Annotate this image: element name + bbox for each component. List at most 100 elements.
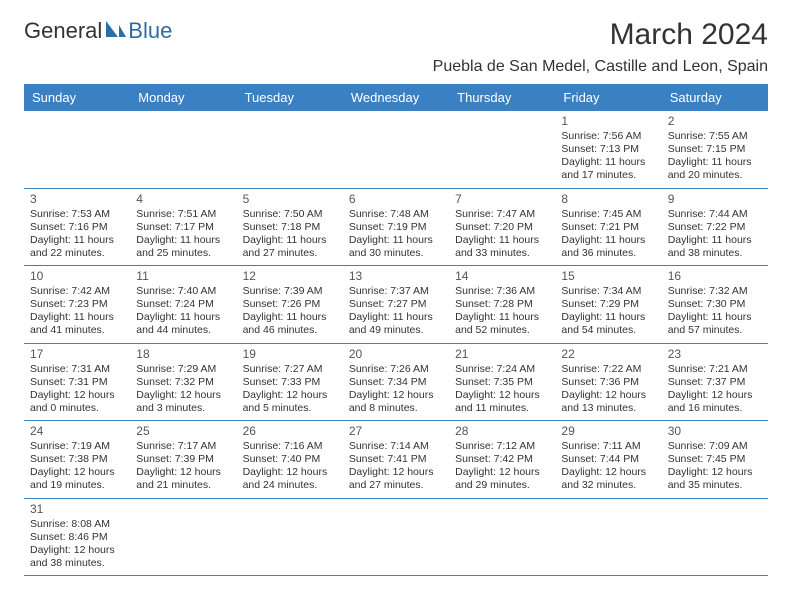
daylight-text: Daylight: 12 hours and 0 minutes. xyxy=(30,389,124,415)
daylight-text: Daylight: 12 hours and 19 minutes. xyxy=(30,466,124,492)
sunset-text: Sunset: 7:20 PM xyxy=(455,221,549,234)
calendar-cell: 9Sunrise: 7:44 AMSunset: 7:22 PMDaylight… xyxy=(662,188,768,266)
daylight-text: Daylight: 12 hours and 29 minutes. xyxy=(455,466,549,492)
sunrise-text: Sunrise: 7:39 AM xyxy=(243,285,337,298)
day-number: 15 xyxy=(561,269,655,284)
calendar-cell: 7Sunrise: 7:47 AMSunset: 7:20 PMDaylight… xyxy=(449,188,555,266)
day-number: 29 xyxy=(561,424,655,439)
calendar-cell: 2Sunrise: 7:55 AMSunset: 7:15 PMDaylight… xyxy=(662,111,768,188)
calendar-cell: 17Sunrise: 7:31 AMSunset: 7:31 PMDayligh… xyxy=(24,343,130,421)
logo-text-general: General xyxy=(24,18,102,44)
daylight-text: Daylight: 12 hours and 38 minutes. xyxy=(30,544,124,570)
sunset-text: Sunset: 7:16 PM xyxy=(30,221,124,234)
day-number: 3 xyxy=(30,192,124,207)
location: Puebla de San Medel, Castille and Leon, … xyxy=(433,58,768,76)
calendar-cell: 24Sunrise: 7:19 AMSunset: 7:38 PMDayligh… xyxy=(24,421,130,499)
sunset-text: Sunset: 7:32 PM xyxy=(136,376,230,389)
weekday-header: Saturday xyxy=(662,84,768,111)
sunrise-text: Sunrise: 7:48 AM xyxy=(349,208,443,221)
sunset-text: Sunset: 7:29 PM xyxy=(561,298,655,311)
calendar-cell xyxy=(555,498,661,576)
calendar-cell: 6Sunrise: 7:48 AMSunset: 7:19 PMDaylight… xyxy=(343,188,449,266)
calendar-cell xyxy=(343,111,449,188)
day-number: 28 xyxy=(455,424,549,439)
sunrise-text: Sunrise: 7:14 AM xyxy=(349,440,443,453)
sunset-text: Sunset: 7:34 PM xyxy=(349,376,443,389)
calendar-cell: 3Sunrise: 7:53 AMSunset: 7:16 PMDaylight… xyxy=(24,188,130,266)
sunrise-text: Sunrise: 7:56 AM xyxy=(561,130,655,143)
calendar-cell xyxy=(449,111,555,188)
daylight-text: Daylight: 12 hours and 3 minutes. xyxy=(136,389,230,415)
calendar-cell xyxy=(449,498,555,576)
calendar-row: 31Sunrise: 8:08 AMSunset: 8:46 PMDayligh… xyxy=(24,498,768,576)
calendar-row: 17Sunrise: 7:31 AMSunset: 7:31 PMDayligh… xyxy=(24,343,768,421)
calendar-cell: 31Sunrise: 8:08 AMSunset: 8:46 PMDayligh… xyxy=(24,498,130,576)
sunrise-text: Sunrise: 7:50 AM xyxy=(243,208,337,221)
daylight-text: Daylight: 11 hours and 22 minutes. xyxy=(30,234,124,260)
sunset-text: Sunset: 7:38 PM xyxy=(30,453,124,466)
calendar-cell: 10Sunrise: 7:42 AMSunset: 7:23 PMDayligh… xyxy=(24,266,130,344)
day-number: 13 xyxy=(349,269,443,284)
sunset-text: Sunset: 8:46 PM xyxy=(30,531,124,544)
sunset-text: Sunset: 7:40 PM xyxy=(243,453,337,466)
calendar-cell xyxy=(130,111,236,188)
daylight-text: Daylight: 11 hours and 33 minutes. xyxy=(455,234,549,260)
sunset-text: Sunset: 7:26 PM xyxy=(243,298,337,311)
weekday-header: Sunday xyxy=(24,84,130,111)
calendar-cell: 16Sunrise: 7:32 AMSunset: 7:30 PMDayligh… xyxy=(662,266,768,344)
sunrise-text: Sunrise: 7:09 AM xyxy=(668,440,762,453)
header: General Blue March 2024 Puebla de San Me… xyxy=(24,18,768,76)
day-number: 4 xyxy=(136,192,230,207)
calendar-row: 3Sunrise: 7:53 AMSunset: 7:16 PMDaylight… xyxy=(24,188,768,266)
weekday-header: Friday xyxy=(555,84,661,111)
calendar-cell: 22Sunrise: 7:22 AMSunset: 7:36 PMDayligh… xyxy=(555,343,661,421)
sunset-text: Sunset: 7:44 PM xyxy=(561,453,655,466)
sunrise-text: Sunrise: 8:08 AM xyxy=(30,518,124,531)
daylight-text: Daylight: 12 hours and 8 minutes. xyxy=(349,389,443,415)
daylight-text: Daylight: 11 hours and 20 minutes. xyxy=(668,156,762,182)
calendar-cell: 28Sunrise: 7:12 AMSunset: 7:42 PMDayligh… xyxy=(449,421,555,499)
day-number: 27 xyxy=(349,424,443,439)
calendar-cell xyxy=(237,111,343,188)
sunset-text: Sunset: 7:19 PM xyxy=(349,221,443,234)
daylight-text: Daylight: 12 hours and 35 minutes. xyxy=(668,466,762,492)
calendar-row: 24Sunrise: 7:19 AMSunset: 7:38 PMDayligh… xyxy=(24,421,768,499)
logo-text-blue: Blue xyxy=(128,18,172,44)
calendar-cell: 21Sunrise: 7:24 AMSunset: 7:35 PMDayligh… xyxy=(449,343,555,421)
day-number: 12 xyxy=(243,269,337,284)
sunrise-text: Sunrise: 7:12 AM xyxy=(455,440,549,453)
sunset-text: Sunset: 7:37 PM xyxy=(668,376,762,389)
sunset-text: Sunset: 7:41 PM xyxy=(349,453,443,466)
daylight-text: Daylight: 11 hours and 41 minutes. xyxy=(30,311,124,337)
calendar-cell: 19Sunrise: 7:27 AMSunset: 7:33 PMDayligh… xyxy=(237,343,343,421)
day-number: 30 xyxy=(668,424,762,439)
daylight-text: Daylight: 11 hours and 25 minutes. xyxy=(136,234,230,260)
day-number: 22 xyxy=(561,347,655,362)
calendar-cell: 4Sunrise: 7:51 AMSunset: 7:17 PMDaylight… xyxy=(130,188,236,266)
sunset-text: Sunset: 7:33 PM xyxy=(243,376,337,389)
month-title: March 2024 xyxy=(433,18,768,52)
daylight-text: Daylight: 12 hours and 11 minutes. xyxy=(455,389,549,415)
calendar-cell: 14Sunrise: 7:36 AMSunset: 7:28 PMDayligh… xyxy=(449,266,555,344)
sunrise-text: Sunrise: 7:53 AM xyxy=(30,208,124,221)
calendar-body: 1Sunrise: 7:56 AMSunset: 7:13 PMDaylight… xyxy=(24,111,768,576)
daylight-text: Daylight: 12 hours and 32 minutes. xyxy=(561,466,655,492)
sunrise-text: Sunrise: 7:11 AM xyxy=(561,440,655,453)
sunset-text: Sunset: 7:39 PM xyxy=(136,453,230,466)
sunrise-text: Sunrise: 7:26 AM xyxy=(349,363,443,376)
calendar-cell: 20Sunrise: 7:26 AMSunset: 7:34 PMDayligh… xyxy=(343,343,449,421)
sunrise-text: Sunrise: 7:27 AM xyxy=(243,363,337,376)
calendar-row: 1Sunrise: 7:56 AMSunset: 7:13 PMDaylight… xyxy=(24,111,768,188)
day-number: 31 xyxy=(30,502,124,517)
day-number: 20 xyxy=(349,347,443,362)
day-number: 9 xyxy=(668,192,762,207)
sunset-text: Sunset: 7:36 PM xyxy=(561,376,655,389)
calendar-cell xyxy=(343,498,449,576)
sunset-text: Sunset: 7:28 PM xyxy=(455,298,549,311)
sunrise-text: Sunrise: 7:21 AM xyxy=(668,363,762,376)
sunrise-text: Sunrise: 7:51 AM xyxy=(136,208,230,221)
daylight-text: Daylight: 12 hours and 21 minutes. xyxy=(136,466,230,492)
daylight-text: Daylight: 11 hours and 17 minutes. xyxy=(561,156,655,182)
logo: General Blue xyxy=(24,18,172,44)
day-number: 18 xyxy=(136,347,230,362)
